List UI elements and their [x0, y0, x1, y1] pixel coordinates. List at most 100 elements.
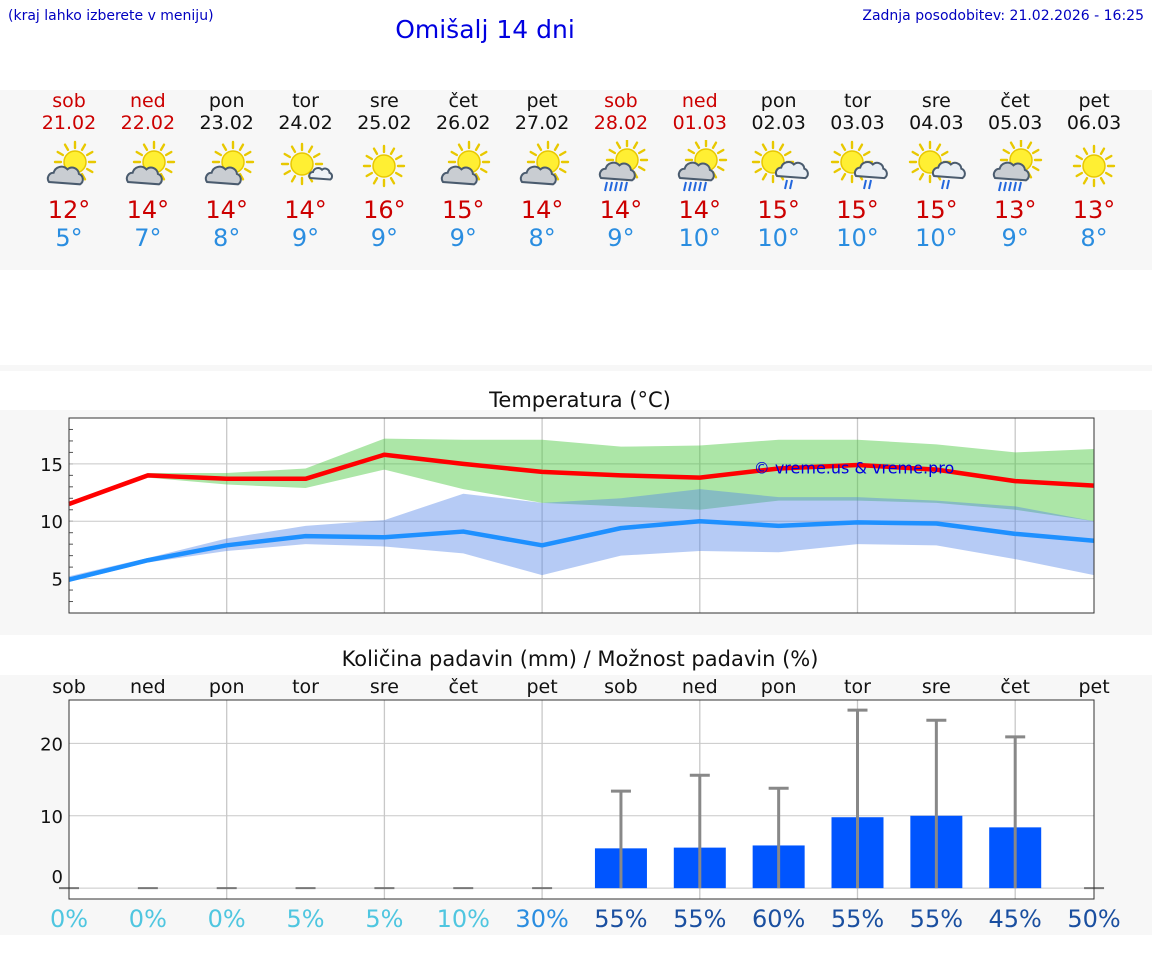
- day-column: tor 24.02 14° 9°: [266, 90, 346, 252]
- min-temperature: 10°: [678, 224, 722, 252]
- sun-small-cloud-icon: [280, 142, 333, 186]
- precipitation-probability: 55%: [673, 905, 726, 933]
- precipitation-panel: Količina padavin (mm) / Možnost padavin …: [0, 647, 1152, 935]
- plot-frame: [68, 699, 1095, 900]
- day-name: sob: [52, 90, 86, 112]
- min-temperature: 9°: [449, 224, 477, 252]
- page-title: Omišalj 14 dni: [395, 15, 575, 44]
- day-name: ned: [129, 90, 166, 112]
- day-label: ned: [682, 676, 718, 698]
- day-label: pet: [526, 676, 557, 698]
- sun-icon: [1072, 144, 1116, 188]
- day-name: čet: [448, 90, 479, 112]
- day-label: sre: [922, 676, 951, 698]
- day-label: tor: [292, 676, 319, 698]
- precipitation-probability: 0%: [208, 905, 246, 933]
- day-column: tor 03.03 15° 10°: [818, 90, 898, 252]
- day-date: 06.03: [1066, 112, 1122, 134]
- min-temperature-line: [68, 518, 1095, 582]
- day-label: sob: [604, 676, 638, 698]
- max-temperature: 13°: [1072, 196, 1116, 224]
- day-name: tor: [292, 90, 319, 112]
- day-column: sre 04.03 15° 10°: [896, 90, 976, 252]
- y-tick-label: 15: [40, 455, 63, 476]
- day-column: ned 22.02 14° 7°: [108, 90, 188, 252]
- day-date: 05.03: [987, 112, 1043, 134]
- temperature-panel: Temperatura (°C) 5 10 15 © vreme.us & vreme…: [0, 388, 1152, 635]
- location-hint: (kraj lahko izberete v meniju): [8, 8, 214, 24]
- day-label: tor: [844, 676, 871, 698]
- day-date: 02.03: [751, 112, 806, 134]
- day-name: sob: [604, 90, 638, 112]
- last-updated: Zadnja posodobitev: 21.02.2026 - 16:25: [862, 8, 1144, 24]
- day-column: čet 05.03 13° 9°: [975, 90, 1055, 252]
- day-name: tor: [844, 90, 871, 112]
- sun-icon: [363, 144, 406, 188]
- max-temperature: 14°: [520, 196, 564, 224]
- min-temperature: 10°: [915, 224, 958, 252]
- y-tick-label: 5: [52, 570, 63, 591]
- day-date: 26.02: [436, 112, 491, 134]
- max-temperature: 13°: [993, 196, 1037, 224]
- day-date: 22.02: [120, 112, 176, 134]
- precipitation-probability: 60%: [752, 905, 805, 933]
- day-column: pon 23.02 14° 8°: [187, 90, 267, 252]
- day-label: sre: [370, 676, 399, 698]
- day-date: 23.02: [199, 112, 254, 134]
- precipitation-probability: 10%: [437, 905, 490, 933]
- day-column: pon 02.03 15° 10°: [739, 90, 819, 252]
- max-temperature: 12°: [47, 196, 91, 224]
- sun-showers-icon: [909, 140, 967, 190]
- day-date: 01.03: [672, 112, 727, 134]
- temperature-chart-title: Temperatura (°C): [489, 388, 671, 412]
- max-temperature: 15°: [757, 196, 800, 224]
- precipitation-probability: 30%: [515, 905, 568, 933]
- day-date: 03.03: [830, 112, 885, 134]
- min-temperature: 8°: [1080, 224, 1108, 252]
- day-name: čet: [1000, 90, 1030, 112]
- min-temperature: 9°: [291, 224, 320, 252]
- min-temperature: 8°: [213, 224, 241, 252]
- precipitation-probability: 0%: [129, 905, 167, 933]
- day-name: sre: [369, 90, 399, 112]
- precipitation-probability: 5%: [287, 905, 325, 933]
- max-temperature: 14°: [126, 196, 170, 224]
- sun-cloud-icon: [46, 140, 97, 186]
- day-label: ned: [130, 676, 166, 698]
- y-tick-label: 20: [40, 734, 63, 755]
- day-date: 28.02: [593, 112, 649, 134]
- day-name: pon: [760, 90, 797, 112]
- day-label: pet: [1078, 676, 1109, 698]
- day-name: sre: [921, 90, 951, 112]
- precipitation-chart: 0 10 20 sob ned pon tor sre čet pet sob ned pon tor sr…: [40, 676, 1121, 933]
- sun-cloud-icon: [125, 140, 176, 186]
- sun-showers-icon: [830, 140, 888, 190]
- day-name: pet: [1078, 90, 1110, 112]
- sun-rain-icon: [598, 140, 649, 192]
- plot-area: [69, 418, 1094, 613]
- min-temperature: 7°: [134, 224, 162, 252]
- day-column: sre 25.02 16° 9°: [344, 90, 424, 252]
- min-temperature: 10°: [757, 224, 800, 252]
- plot-frame: [68, 417, 1095, 614]
- day-date: 25.02: [357, 112, 412, 134]
- watermark: © vreme.us & vreme.pro: [754, 458, 955, 477]
- max-temperature: 14°: [599, 196, 643, 224]
- sun-showers-icon: [751, 140, 809, 190]
- divider: [0, 365, 1152, 371]
- precipitation-probability: 50%: [1067, 905, 1120, 933]
- y-tick-label: 0: [52, 867, 63, 888]
- min-temperature: 9°: [1001, 224, 1029, 252]
- precipitation-probability: 55%: [910, 905, 963, 933]
- day-column: sob 21.02 12° 5°: [29, 90, 109, 252]
- max-temperature: 16°: [363, 196, 406, 224]
- day-label: sob: [52, 676, 86, 698]
- precipitation-chart-title: Količina padavin (mm) / Možnost padavin …: [341, 647, 819, 671]
- day-column: čet 26.02 15° 9°: [423, 90, 503, 252]
- min-temperature: 5°: [55, 224, 83, 252]
- day-date: 27.02: [514, 112, 570, 134]
- day-label: pon: [209, 676, 245, 698]
- y-tick-label: 10: [40, 512, 63, 533]
- precipitation-probability: 0%: [50, 905, 88, 933]
- day-name: ned: [681, 90, 718, 112]
